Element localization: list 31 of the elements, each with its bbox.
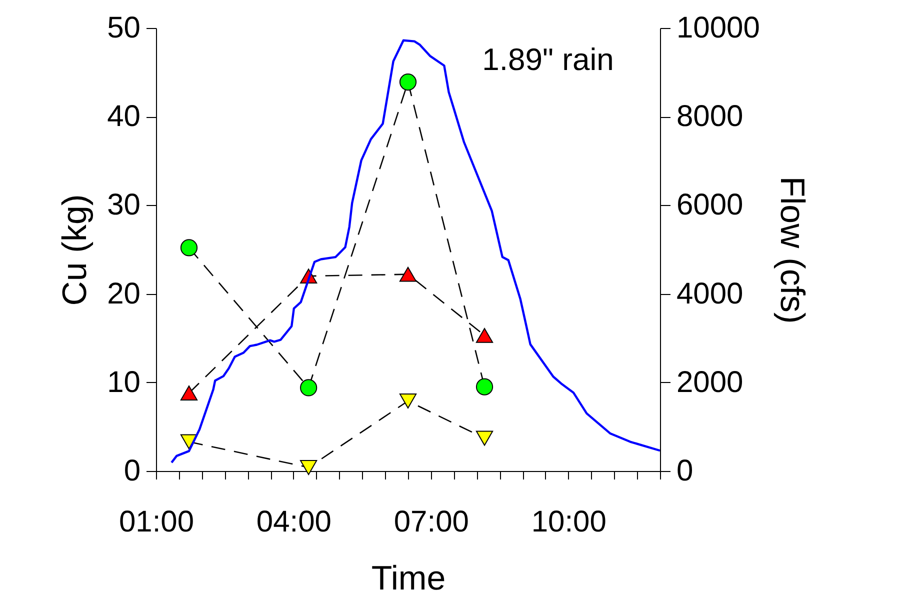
point [399,74,417,91]
point [476,430,494,446]
point [399,394,417,408]
point [399,266,417,282]
y2-tick-label: 0 [676,454,694,488]
point [476,378,494,396]
point [180,386,198,401]
x-tick-label: 10:00 [531,506,606,538]
y2-tick-label: 4000 [676,277,744,310]
point [180,239,198,256]
y2-tick-label: 6000 [676,188,744,222]
y-tick-label: 30 [107,188,140,222]
annotation: 1.89" rain [482,42,614,77]
y2-axis-title: Flow (cfs) [772,176,811,324]
y2-tick-label: 2000 [676,366,744,399]
x-axis-title: Time [371,560,446,598]
y-tick-label: 0 [124,454,140,488]
y-tick-label: 20 [107,277,140,310]
y2-tick-label: 10000 [676,12,760,44]
point [300,379,318,396]
point [476,328,494,343]
x-tick-label: 04:00 [256,506,332,538]
y-tick-label: 40 [107,100,140,134]
y-axis-title: Cu (kg) [56,194,94,306]
point [300,460,318,475]
y-tick-label: 50 [107,12,140,44]
y-tick-label: 10 [107,366,140,399]
x-tick-label: 07:00 [394,506,469,538]
line-series [170,39,660,464]
y2-tick-label: 8000 [676,100,744,134]
x-tick-label: 01:00 [118,506,194,538]
